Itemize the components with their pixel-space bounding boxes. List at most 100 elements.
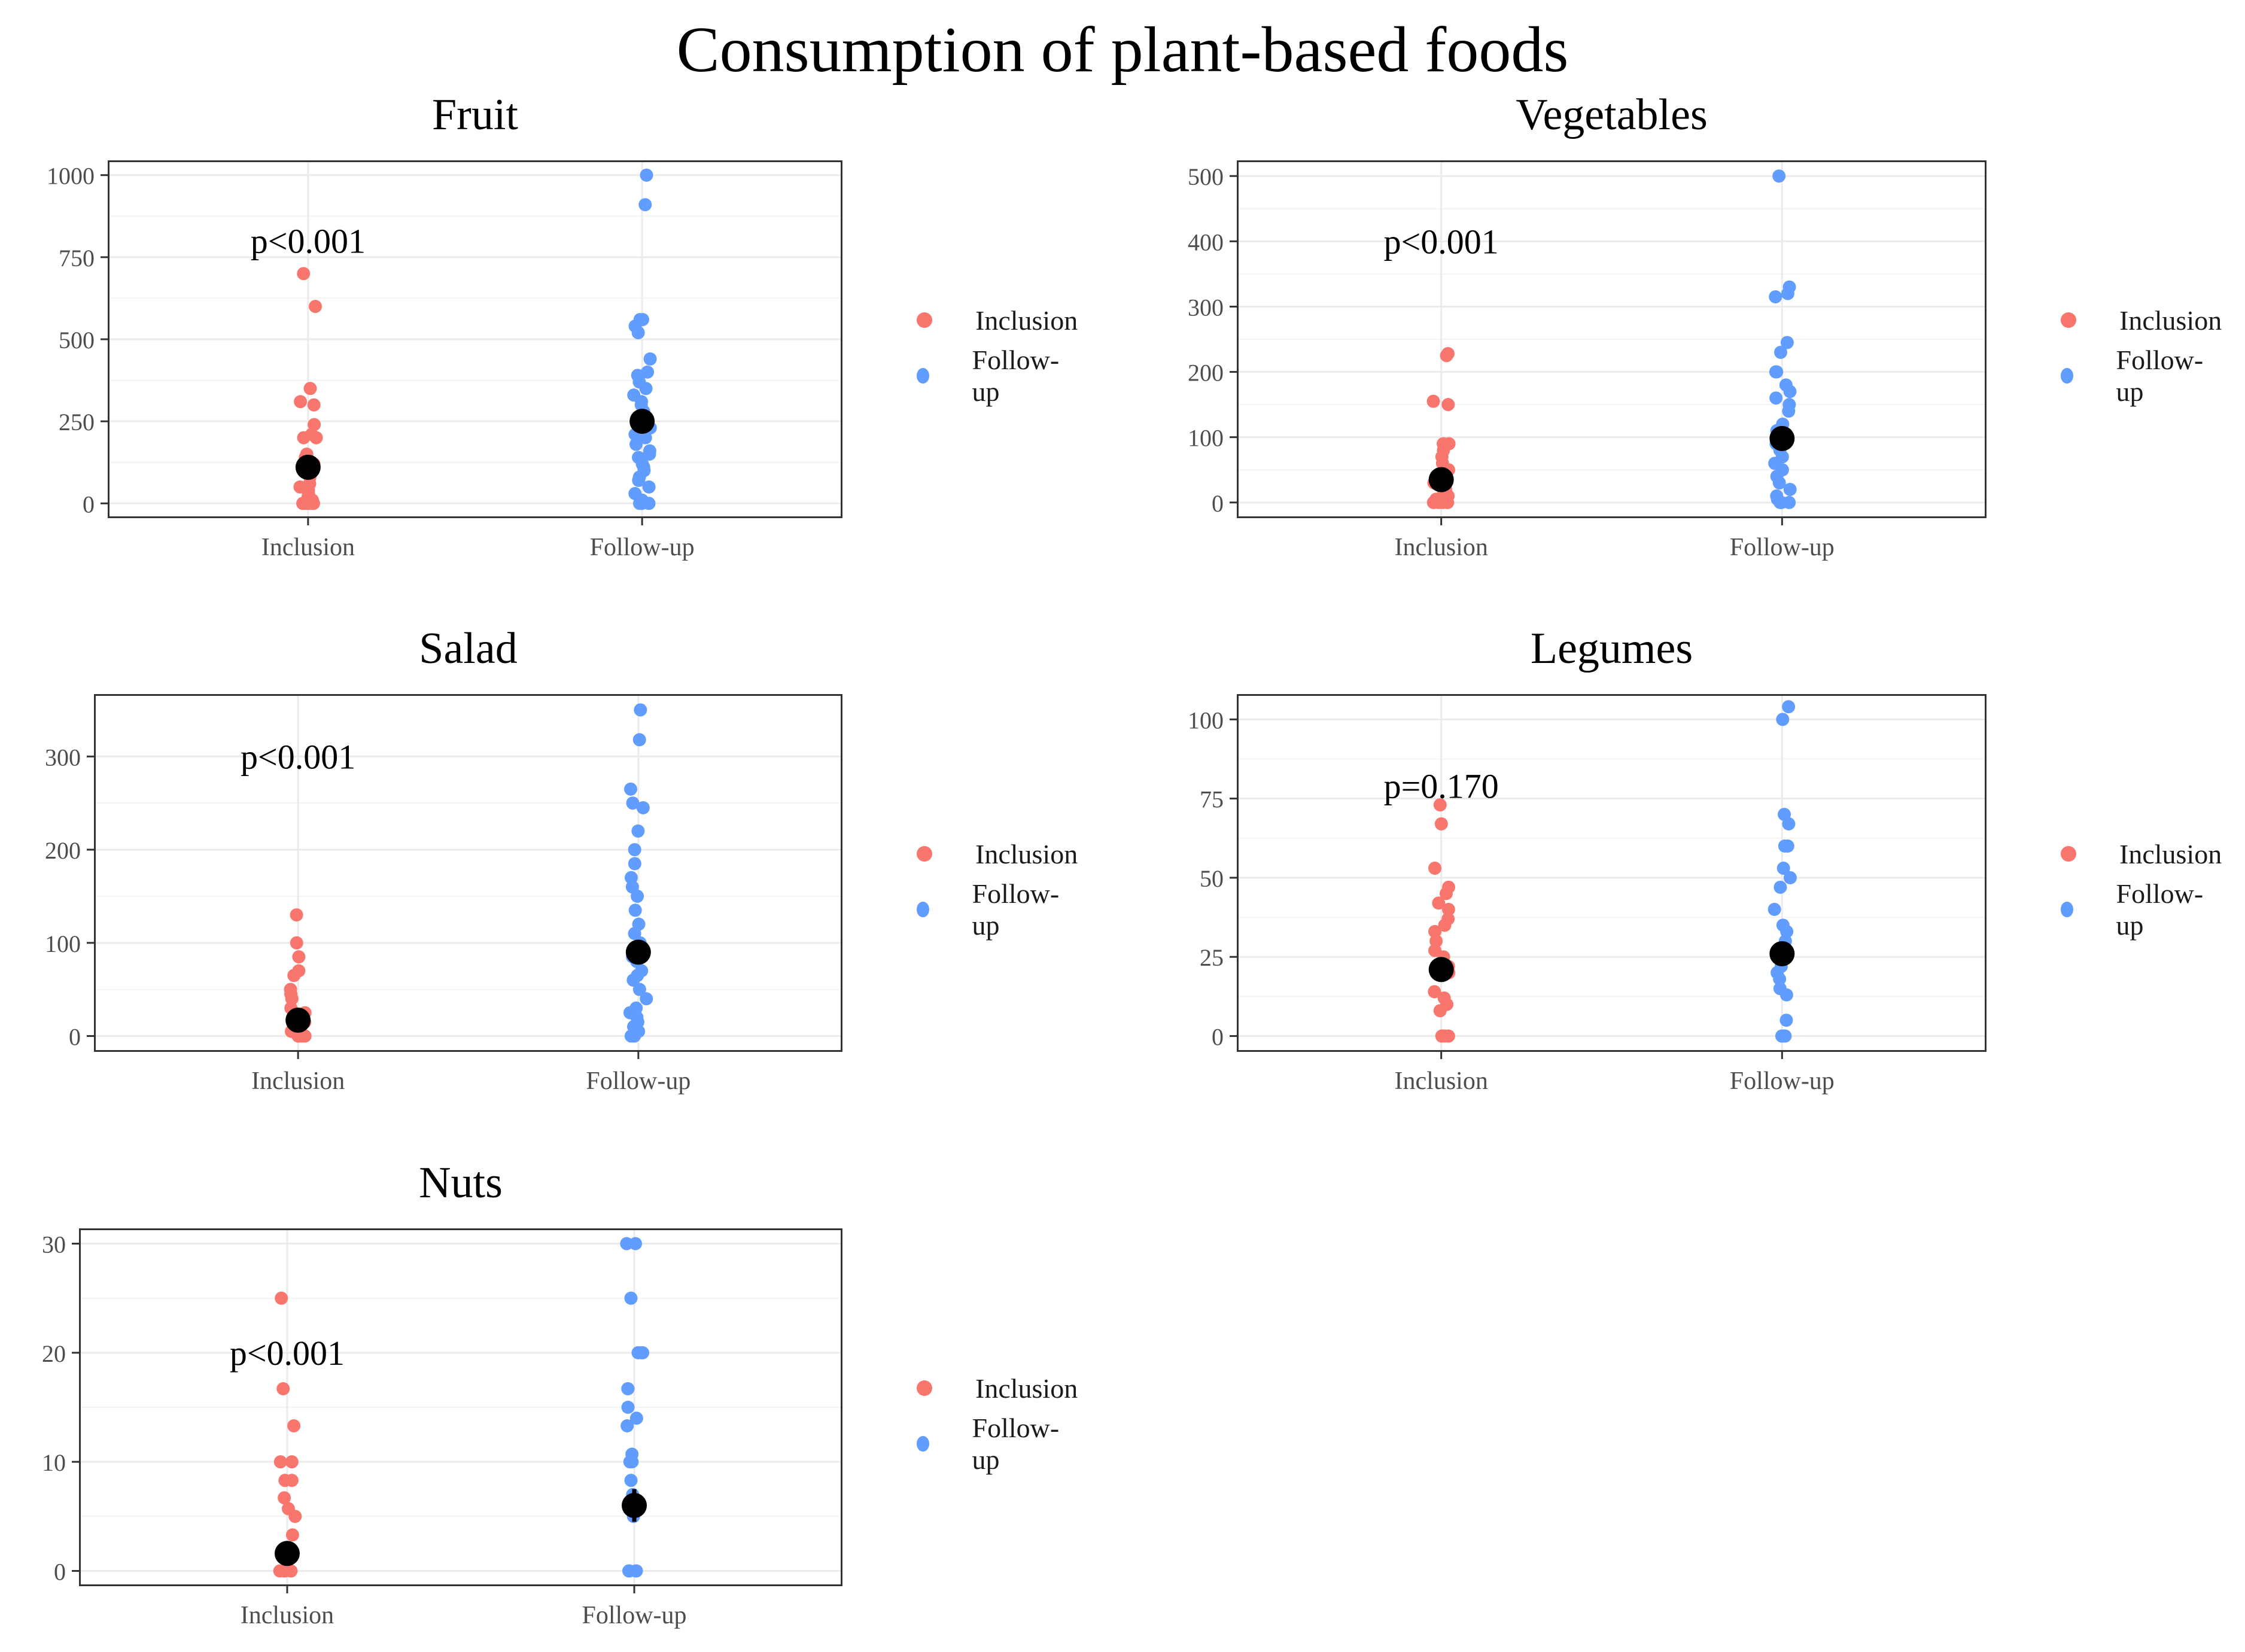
fruit-point-inclusion: [297, 267, 311, 281]
vegetables-y-tick-label: 300: [1188, 294, 1224, 321]
legumes-point-follow-up: [1776, 918, 1790, 932]
legend-label: Follow-up: [972, 1413, 1060, 1475]
legumes-panel-border: [1237, 694, 1987, 1052]
legend-label: Inclusion: [975, 305, 1078, 336]
vegetables-y-tick-label: 0: [1212, 490, 1224, 517]
legend-label: Inclusion: [975, 1373, 1078, 1404]
fruit-point-follow-up: [638, 198, 652, 212]
nuts-point-inclusion: [285, 1528, 299, 1542]
legend-swatch-inclusion: [917, 846, 932, 862]
salad-mean-point-follow-up: [625, 939, 651, 965]
nuts-point-follow-up: [629, 1237, 643, 1251]
fruit-y-tick-label: 250: [59, 409, 95, 436]
salad-y-tick-label: 0: [69, 1024, 81, 1051]
legend-item-inclusion: Inclusion: [917, 836, 1078, 872]
legumes-point-inclusion: [1441, 912, 1455, 926]
salad-mean-point-inclusion: [285, 1008, 311, 1033]
legend-swatch-inclusion: [917, 312, 932, 328]
legumes-y-tick-label: 75: [1200, 786, 1224, 813]
nuts-point-inclusion: [273, 1564, 287, 1578]
legumes-point-inclusion: [1442, 880, 1456, 894]
salad-point-follow-up: [632, 733, 646, 747]
fruit-point-follow-up: [640, 168, 653, 182]
legumes-point-inclusion: [1428, 924, 1442, 938]
vegetables-p-value: p<0.001: [1384, 222, 1499, 261]
salad-point-follow-up: [628, 843, 641, 857]
panel-nuts: Nuts 0 10 20 30 Inclusion Follow-up p<0.001: [42, 1158, 842, 1629]
salad-point-follow-up: [631, 824, 645, 838]
legend-item-inclusion: Inclusion: [2061, 302, 2222, 338]
vegetables-point-follow-up: [1780, 336, 1794, 349]
fruit-point-follow-up: [632, 451, 646, 464]
panel-salad: Salad 0 100 200 300 Inclusion Follow-up p<0.001: [45, 624, 842, 1095]
nuts-point-inclusion: [275, 1291, 288, 1305]
salad-point-follow-up: [640, 992, 653, 1006]
legend-label: Inclusion: [2119, 838, 2222, 869]
salad-point-inclusion: [284, 982, 297, 996]
legumes-y-tick-label: 50: [1200, 865, 1224, 892]
fruit-x-tick-label: Inclusion: [261, 534, 355, 561]
nuts-p-value: p<0.001: [230, 1334, 345, 1373]
legumes-plot: 0 25 50 75 100 Inclusion Follow-up p=0.170: [1188, 694, 1987, 1095]
salad-point-follow-up: [628, 903, 642, 917]
salad-x-tick-label: Follow-up: [586, 1067, 690, 1095]
fruit-point-inclusion: [305, 428, 318, 442]
vegetables-y-tick-label: 200: [1188, 360, 1224, 387]
vegetables-mean-point-inclusion: [1428, 467, 1454, 492]
legumes-point-inclusion: [1434, 817, 1448, 830]
vegetables-point-follow-up: [1770, 489, 1784, 503]
nuts-point-follow-up: [629, 1564, 643, 1578]
nuts-point-inclusion: [281, 1502, 295, 1516]
legumes-p-value: p=0.170: [1384, 766, 1499, 805]
nuts-y-tick-label: 10: [42, 1449, 66, 1476]
nuts-plot: 0 10 20 30 Inclusion Follow-up p<0.001: [42, 1228, 842, 1629]
fruit-point-inclusion: [308, 418, 321, 431]
vegetables-x-tick-label: Follow-up: [1730, 534, 1835, 561]
legend-label: Follow-up: [972, 345, 1060, 407]
legumes-y-tick-label: 25: [1200, 944, 1224, 971]
legumes-point-inclusion: [1428, 985, 1441, 999]
nuts-x-tick-label: Inclusion: [241, 1602, 334, 1629]
salad-point-inclusion: [292, 950, 306, 964]
salad-plot: 0 100 200 300 Inclusion Follow-up p<0.001: [45, 694, 842, 1095]
fruit-y-tick-label: 500: [59, 327, 95, 354]
legumes-point-follow-up: [1776, 713, 1790, 726]
fruit-point-follow-up: [628, 486, 642, 500]
legumes-point-follow-up: [1783, 871, 1797, 884]
salad-y-tick-label: 300: [45, 744, 81, 771]
vegetables-point-follow-up: [1782, 280, 1796, 294]
vegetables-y-tick-label: 100: [1188, 425, 1224, 452]
salad-point-follow-up: [629, 1001, 643, 1015]
fruit-point-follow-up: [642, 480, 656, 494]
legumes-point-inclusion: [1435, 1029, 1449, 1043]
legumes-point-follow-up: [1776, 862, 1790, 875]
fruit-point-inclusion: [294, 395, 308, 409]
vegetables-point-follow-up: [1779, 378, 1793, 392]
nuts-point-follow-up: [620, 1419, 634, 1432]
legumes-plot-background: [1237, 694, 1987, 1052]
nuts-point-inclusion: [273, 1455, 287, 1469]
vegetables-point-inclusion: [1442, 437, 1456, 451]
fruit-point-inclusion: [309, 300, 323, 314]
vegetables-point-follow-up: [1770, 365, 1784, 379]
fruit-y-tick-label: 0: [83, 491, 95, 518]
panel-fruit: Fruit 0 250 500 750 1000 Inclusion Follow-up p<0…: [47, 90, 842, 561]
legumes-point-follow-up: [1775, 1029, 1788, 1043]
vegetables-title: Vegetables: [1516, 90, 1708, 139]
salad-point-follow-up: [632, 917, 646, 931]
nuts-point-follow-up: [624, 1291, 638, 1305]
salad-point-follow-up: [624, 871, 638, 884]
legumes-y-tick-label: 0: [1212, 1024, 1224, 1051]
fruit-panel-border: [108, 160, 842, 518]
legend-label: Inclusion: [2119, 305, 2222, 336]
nuts-mean-point-follow-up: [622, 1493, 647, 1519]
fruit-point-follow-up: [638, 431, 652, 445]
salad-point-follow-up: [626, 796, 640, 810]
panel-vegetables: Vegetables 0 100 200 300 400 500 Inclusion Follo…: [1188, 90, 1987, 561]
fruit-mean-point-inclusion: [295, 454, 321, 480]
panel-legumes: Legumes 0 25 50 75 100 Inclusion Follow-up p=0.1…: [1188, 624, 1987, 1095]
legend-swatch-inclusion: [2061, 846, 2076, 862]
nuts-y-tick-label: 30: [42, 1231, 66, 1258]
legumes-point-inclusion: [1437, 991, 1451, 1005]
